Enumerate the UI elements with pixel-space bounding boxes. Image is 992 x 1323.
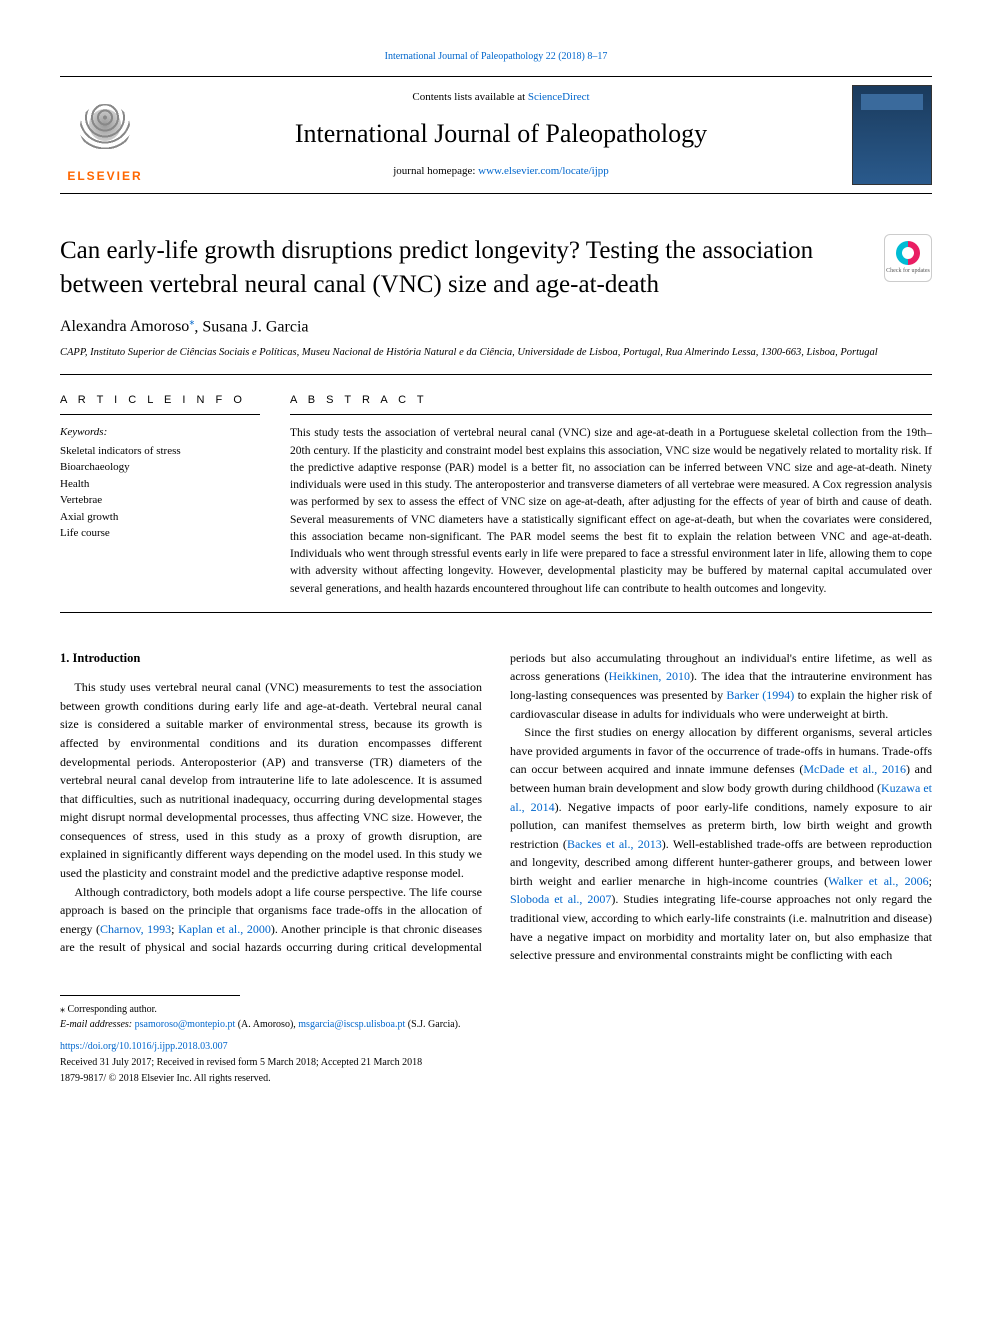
email-line: E-mail addresses: psamoroso@montepio.pt … — [60, 1017, 932, 1032]
email-1-auth: (A. Amoroso), — [235, 1019, 298, 1030]
affiliation: CAPP, Instituto Superior de Ciências Soc… — [60, 346, 932, 360]
cite-backes[interactable]: Backes et al., 2013 — [567, 837, 662, 851]
article-title: Can early-life growth disruptions predic… — [60, 234, 864, 302]
keyword-3: Health — [60, 476, 260, 493]
keyword-6: Life course — [60, 525, 260, 542]
page-container: International Journal of Paleopathology … — [0, 0, 992, 1136]
cite-charnov[interactable]: Charnov, 1993 — [100, 922, 171, 936]
journal-name: International Journal of Paleopathology — [150, 116, 852, 152]
author-2-name: Susana J. Garcia — [202, 318, 308, 335]
abstract-column: A B S T R A C T This study tests the ass… — [290, 393, 932, 598]
article-info-column: A R T I C L E I N F O Keywords: Skeletal… — [60, 393, 260, 598]
elsevier-tree-icon — [70, 99, 140, 164]
elsevier-logo[interactable]: ELSEVIER — [60, 85, 150, 185]
check-updates-badge[interactable]: Check for updates — [884, 234, 932, 282]
author-1-name: Alexandra Amoroso — [60, 318, 189, 335]
top-citation: International Journal of Paleopathology … — [60, 50, 932, 64]
author-1[interactable]: Alexandra Amoroso⁎ — [60, 318, 194, 335]
footer-divider — [60, 995, 240, 996]
cite-kaplan[interactable]: Kaplan et al., 2000 — [178, 922, 271, 936]
keyword-1: Skeletal indicators of stress — [60, 443, 260, 460]
abstract-text: This study tests the association of vert… — [290, 425, 932, 598]
cite-sloboda[interactable]: Sloboda et al., 2007 — [510, 892, 611, 906]
divider-1 — [60, 374, 932, 375]
email-label: E-mail addresses: — [60, 1019, 135, 1030]
crossmark-icon — [896, 241, 920, 265]
email-2-link[interactable]: msgarcia@iscsp.ulisboa.pt — [298, 1019, 405, 1030]
journal-cover-text: International Journal of Paleopathology — [853, 96, 931, 110]
homepage-line: journal homepage: www.elsevier.com/locat… — [150, 164, 852, 179]
authors-line: Alexandra Amoroso⁎, Susana J. Garcia — [60, 316, 932, 339]
title-row: Can early-life growth disruptions predic… — [60, 234, 932, 302]
sciencedirect-link[interactable]: ScienceDirect — [528, 91, 590, 103]
header-center: Contents lists available at ScienceDirec… — [150, 90, 852, 179]
doi-link[interactable]: https://doi.org/10.1016/j.ijpp.2018.03.0… — [60, 1040, 932, 1054]
cite-heikkinen[interactable]: Heikkinen, 2010 — [608, 669, 690, 683]
body-text: 1. Introduction This study uses vertebra… — [60, 649, 932, 965]
copyright-line: 1879-9817/ © 2018 Elsevier Inc. All righ… — [60, 1072, 932, 1086]
corresponding-author-note: ⁎ Corresponding author. — [60, 1002, 932, 1017]
article-info-heading: A R T I C L E I N F O — [60, 393, 260, 415]
journal-header: ELSEVIER Contents lists available at Sci… — [60, 76, 932, 194]
keyword-2: Bioarchaeology — [60, 459, 260, 476]
author-1-marker[interactable]: ⁎ — [189, 317, 194, 328]
contents-prefix: Contents lists available at — [412, 91, 527, 103]
elsevier-label: ELSEVIER — [67, 168, 142, 185]
received-dates: Received 31 July 2017; Received in revis… — [60, 1056, 932, 1070]
author-2[interactable]: Susana J. Garcia — [202, 318, 308, 335]
p4-text-e: ; — [929, 874, 932, 888]
homepage-prefix: journal homepage: — [393, 165, 478, 177]
abstract-heading: A B S T R A C T — [290, 393, 932, 415]
cite-barker[interactable]: Barker (1994) — [726, 688, 794, 702]
cite-walker[interactable]: Walker et al., 2006 — [828, 874, 929, 888]
email-2-auth: (S.J. Garcia). — [405, 1019, 460, 1030]
email-1-link[interactable]: psamoroso@montepio.pt — [135, 1019, 236, 1030]
check-updates-label: Check for updates — [886, 267, 930, 275]
homepage-link[interactable]: www.elsevier.com/locate/ijpp — [478, 165, 609, 177]
keyword-5: Axial growth — [60, 509, 260, 526]
keyword-4: Vertebrae — [60, 492, 260, 509]
body-para-1: This study uses vertebral neural canal (… — [60, 678, 482, 883]
contents-available-line: Contents lists available at ScienceDirec… — [150, 90, 852, 105]
cite-mcdade[interactable]: McDade et al., 2016 — [803, 762, 906, 776]
keywords-label: Keywords: — [60, 425, 260, 440]
section-1-heading: 1. Introduction — [60, 649, 482, 668]
info-abstract-row: A R T I C L E I N F O Keywords: Skeletal… — [60, 393, 932, 598]
body-para-4: Since the first studies on energy alloca… — [510, 723, 932, 965]
journal-cover-thumbnail[interactable]: International Journal of Paleopathology — [852, 85, 932, 185]
divider-2 — [60, 612, 932, 613]
